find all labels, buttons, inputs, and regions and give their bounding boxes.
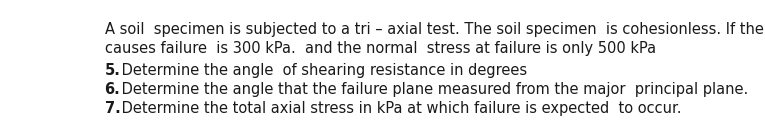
Text: Determine the angle that the failure plane measured from the major  principal pl: Determine the angle that the failure pla… — [117, 82, 748, 97]
Text: 7.: 7. — [105, 101, 120, 116]
Text: A soil  specimen is subjected to a tri – axial test. The soil specimen  is cohes: A soil specimen is subjected to a tri – … — [105, 22, 765, 37]
Text: causes failure  is 300 kPa.  and the normal  stress at failure is only 500 kPa: causes failure is 300 kPa. and the norma… — [105, 41, 656, 56]
Text: 5.: 5. — [105, 63, 120, 78]
Text: Determine the total axial stress in kPa at which failure is expected  to occur.: Determine the total axial stress in kPa … — [117, 101, 681, 116]
Text: Determine the angle  of shearing resistance in degrees: Determine the angle of shearing resistan… — [117, 63, 527, 78]
Text: 6.: 6. — [105, 82, 120, 97]
